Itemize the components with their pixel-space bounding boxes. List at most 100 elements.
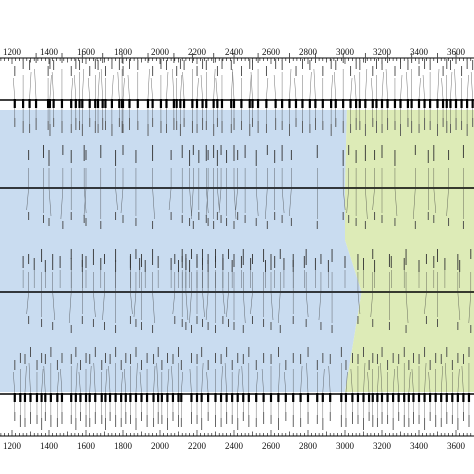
marker-block <box>362 393 365 402</box>
marker-label-stub <box>462 221 464 229</box>
marker-label-stub <box>278 347 279 357</box>
marker-label-stub <box>176 121 178 130</box>
marker-leader-below <box>48 187 52 217</box>
marker-label-stub <box>305 249 307 265</box>
marker-label-stub <box>178 415 179 427</box>
marker-leader-below <box>93 291 96 318</box>
marker-leader <box>450 71 453 100</box>
marker-block <box>225 393 228 402</box>
marker-leader <box>396 365 399 394</box>
marker-label-stub <box>192 145 194 155</box>
marker-label-stub <box>230 124 232 133</box>
marker-label-stub <box>355 218 357 226</box>
marker-label-stub <box>70 212 72 220</box>
marker-block <box>13 99 16 108</box>
marker-label-stub <box>14 66 16 76</box>
marker-label-stub <box>468 347 470 357</box>
marker-leader <box>466 74 469 100</box>
marker-block <box>351 393 354 402</box>
marker-label-stub <box>215 325 216 333</box>
marker-label-stub <box>381 347 383 357</box>
marker-label-stub <box>255 360 257 370</box>
marker-block <box>74 99 77 108</box>
marker-label-stub <box>129 256 131 268</box>
marker-label-stub <box>437 319 438 327</box>
marker-label-stub <box>198 212 200 220</box>
marker-label-stub <box>205 60 207 70</box>
marker-label-stub <box>207 218 209 226</box>
marker-leader <box>60 368 63 394</box>
marker-leader <box>51 71 54 100</box>
marker-label-stub <box>455 53 457 63</box>
marker-block <box>157 393 160 402</box>
marker-label-stub <box>372 319 374 327</box>
axis-tick-label: 3400 <box>410 441 429 451</box>
marker-label-stub <box>255 150 257 166</box>
marker-label-stub <box>129 59 130 69</box>
marker-block <box>294 99 298 108</box>
marker-label-stub <box>102 118 104 130</box>
marker-label-stub <box>43 145 44 158</box>
marker-block <box>364 99 367 108</box>
marker-label-stub <box>381 124 383 133</box>
marker-label-stub <box>446 412 448 424</box>
marker-label-stub <box>315 118 316 130</box>
marker-label-stub <box>216 212 218 220</box>
axis-tick-label: 3000 <box>336 441 355 451</box>
marker-label-stub <box>189 150 191 166</box>
marker-label-stub <box>372 118 374 127</box>
marker-label-stub <box>285 412 287 421</box>
marker-label-stub <box>70 150 72 163</box>
marker-block <box>386 99 389 108</box>
marker-leader-below <box>250 291 253 315</box>
marker-block <box>19 393 22 402</box>
marker-label-stub <box>355 59 357 69</box>
marker-label-stub <box>270 254 272 270</box>
marker-label-stub <box>363 258 364 270</box>
marker-label-stub <box>233 53 235 63</box>
marker-label-stub <box>49 124 51 136</box>
marker-label-stub <box>285 360 287 370</box>
marker-label-stub <box>407 118 409 127</box>
marker-block <box>316 393 319 402</box>
marker-label-stub <box>53 60 55 70</box>
marker-leader-below <box>265 187 268 220</box>
marker-label-stub <box>289 124 290 136</box>
marker-label-stub <box>166 124 167 133</box>
marker-leader <box>196 77 199 100</box>
marker-label-stub <box>448 150 450 160</box>
marker-label-stub <box>340 415 342 427</box>
marker-label-stub <box>316 221 318 229</box>
marker-leader <box>111 74 114 100</box>
axis-tick-label: 1200 <box>3 47 22 57</box>
marker-label-stub <box>418 415 420 424</box>
marker-label-stub <box>305 319 307 327</box>
marker-label-stub <box>322 121 324 130</box>
marker-leader <box>49 74 52 100</box>
marker-label-stub <box>180 418 182 427</box>
marker-label-stub <box>394 66 396 76</box>
marker-block <box>160 393 163 402</box>
marker-block <box>334 99 337 108</box>
marker-label-stub <box>387 415 389 424</box>
marker-label-stub <box>457 353 459 363</box>
marker-label-stub <box>368 360 370 370</box>
marker-label-stub <box>314 258 316 270</box>
marker-leader-below <box>69 291 72 324</box>
marker-label-stub <box>448 218 450 226</box>
marker-label-stub <box>392 418 394 430</box>
marker-leader <box>411 368 414 394</box>
axis-tick-label: 2000 <box>151 47 170 57</box>
marker-label-stub <box>180 360 182 370</box>
marker-label-stub <box>242 354 244 364</box>
marker-label-stub <box>141 412 142 421</box>
marker-label-stub <box>233 221 235 229</box>
marker-label-stub <box>248 415 250 427</box>
marker-label-stub <box>451 360 453 370</box>
marker-label-stub <box>433 256 435 268</box>
marker-label-stub <box>429 412 431 421</box>
marker-block <box>299 393 302 402</box>
marker-block <box>462 393 465 402</box>
marker-leader <box>300 365 303 394</box>
marker-label-stub <box>191 412 192 424</box>
